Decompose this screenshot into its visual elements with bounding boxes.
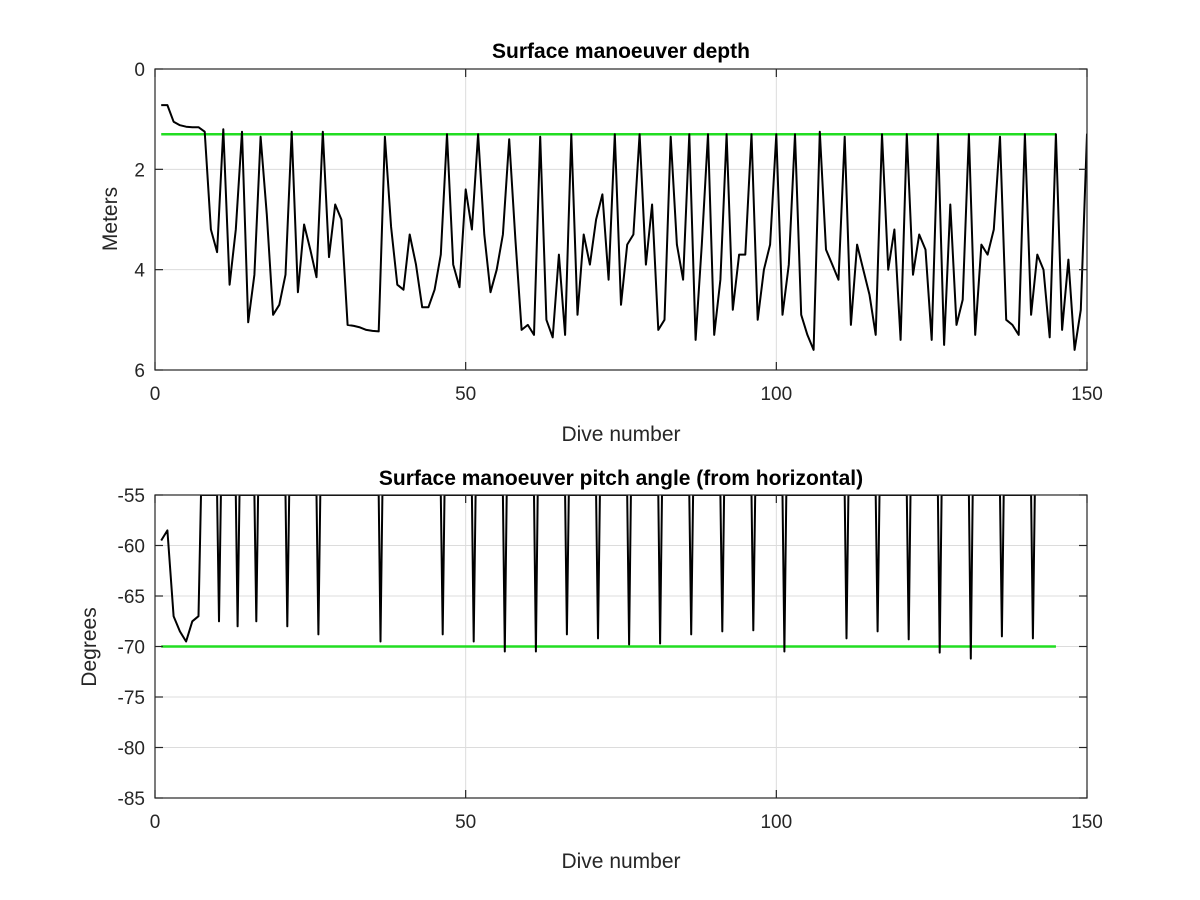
pitch-series-line: [160, 495, 1036, 660]
depth-series-line: [161, 104, 1087, 351]
depth-x-tick-label: 50: [455, 384, 476, 405]
pitch-x-tick-label: 150: [1071, 812, 1103, 833]
depth-y-tick-label: 4: [134, 261, 145, 282]
depth-chart-title: Surface manoeuver depth: [492, 40, 750, 63]
depth-x-tick-label: 150: [1071, 384, 1103, 405]
pitch-chart-title: Surface manoeuver pitch angle (from hori…: [379, 467, 863, 490]
depth-y-tick-label: 2: [134, 160, 145, 181]
pitch-chart-ylabel: Degrees: [78, 607, 101, 686]
pitch-x-tick-label: 50: [455, 812, 476, 833]
pitch-y-tick-label: -65: [118, 587, 145, 608]
depth-x-tick-label: 0: [150, 384, 161, 405]
depth-chart-xlabel: Dive number: [561, 423, 680, 446]
pitch-x-tick-label: 0: [150, 812, 161, 833]
pitch-y-tick-label: -85: [118, 789, 145, 810]
pitch-y-tick-label: -60: [118, 537, 145, 558]
pitch-chart-panel: 0 50 100 150 -55 -60 -65 -70 -75 -80 -85 Surface ma…: [78, 467, 1103, 873]
pitch-y-tick-label: -70: [118, 638, 145, 659]
depth-y-tick-label: 6: [134, 361, 145, 382]
depth-y-tick-label: 0: [134, 60, 145, 81]
pitch-y-tick-label: -55: [118, 486, 145, 507]
depth-chart-ylabel: Meters: [99, 187, 122, 251]
pitch-chart-xlabel: Dive number: [561, 850, 680, 873]
pitch-y-tick-label: -80: [118, 739, 145, 760]
depth-chart-panel: 0 50 100 150 0 2 4 6 Surface manoeuver depth Dive…: [99, 40, 1103, 446]
depth-x-tick-label: 100: [760, 384, 792, 405]
pitch-y-tick-label: -75: [118, 688, 145, 709]
depth-axes-box: [154, 68, 1088, 371]
pitch-x-tick-label: 100: [760, 812, 792, 833]
